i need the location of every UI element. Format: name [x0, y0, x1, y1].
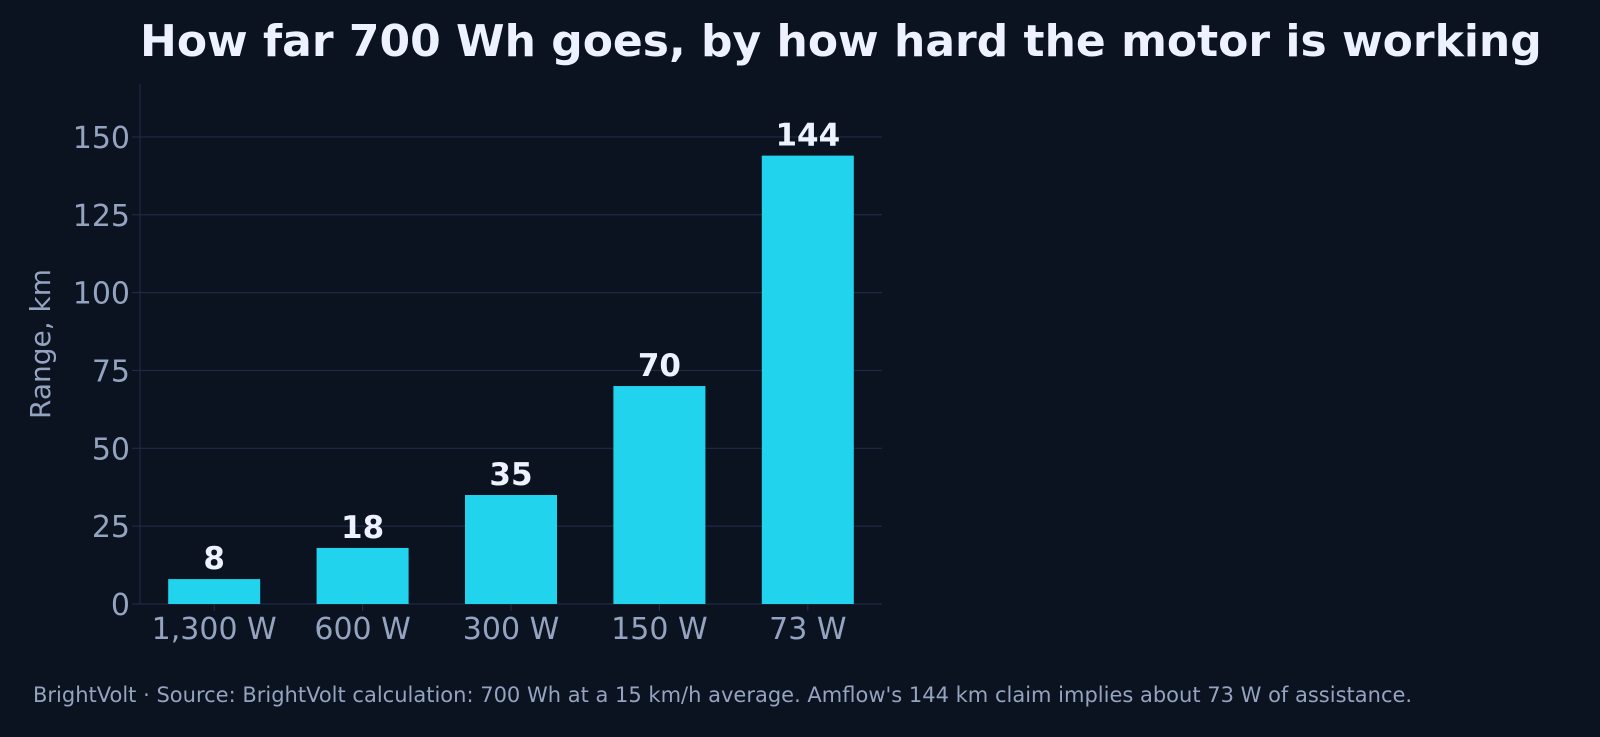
bar — [761, 155, 854, 604]
bar-value-label: 8 — [203, 541, 225, 577]
y-tick-label: 150 — [73, 121, 130, 156]
y-tick-label: 50 — [92, 432, 130, 467]
y-tick-label: 0 — [111, 588, 130, 623]
y-tick-label: 100 — [73, 277, 130, 312]
bar-value-label: 35 — [489, 457, 532, 493]
x-tick-label: 600 W — [314, 612, 410, 647]
x-tick-label: 150 W — [611, 612, 707, 647]
y-tick-label: 25 — [92, 510, 130, 545]
bars — [168, 155, 854, 604]
bar — [613, 386, 706, 604]
y-tick-label: 125 — [73, 199, 130, 234]
grid-lines — [140, 136, 882, 527]
y-axis-title: Range, km — [24, 269, 57, 419]
tick-labels: 0 25 50 75 100 125 150 1,300 W 600 W 300 W 150 W 73… — [73, 121, 847, 647]
x-tick-label: 1,300 W — [152, 612, 277, 647]
value-labels: 8 18 35 70 144 — [203, 118, 840, 577]
footer-separator: · — [143, 683, 150, 707]
bar — [316, 547, 409, 604]
bar-value-label: 144 — [775, 118, 840, 154]
x-tick-label: 300 W — [463, 612, 559, 647]
bar-value-label: 18 — [341, 510, 384, 546]
x-tick-label: 73 W — [769, 612, 846, 647]
footer-brand: BrightVolt — [33, 683, 137, 707]
chart-title: How far 700 Wh goes, by how hard the mot… — [140, 16, 1542, 67]
footer-source-note: BrightVolt · Source: BrightVolt calculat… — [33, 683, 1412, 707]
bar — [168, 579, 261, 604]
bar — [464, 495, 558, 604]
bar-value-label: 70 — [638, 348, 681, 384]
footer-source-text: Source: BrightVolt calculation: 700 Wh a… — [156, 683, 1413, 707]
y-tick-label: 75 — [92, 354, 130, 389]
